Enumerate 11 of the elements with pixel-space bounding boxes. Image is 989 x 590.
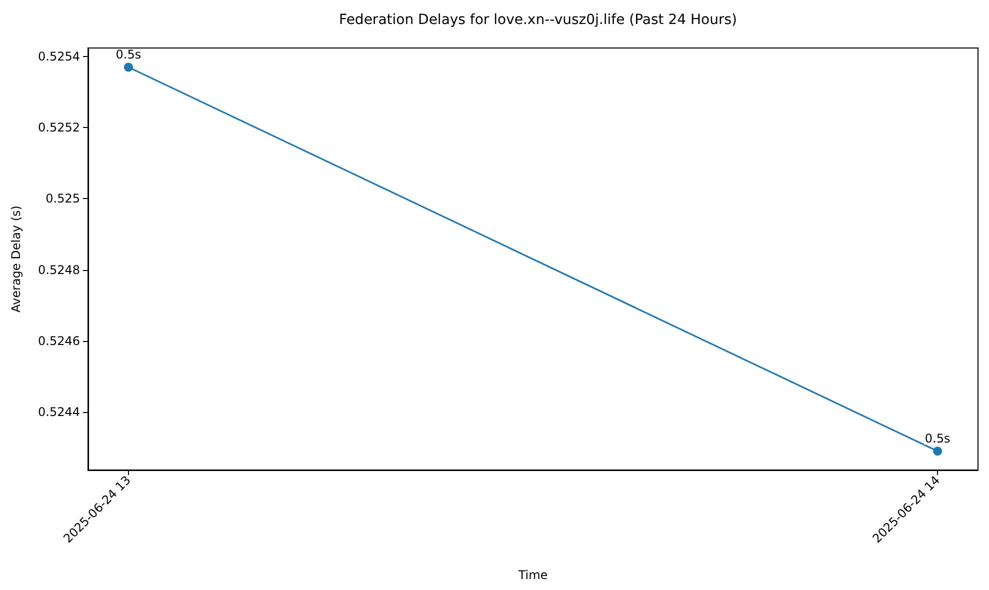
y-tick-label: 0.5248 xyxy=(38,262,80,277)
y-tick-label: 0.5252 xyxy=(38,120,80,135)
data-label: 0.5s xyxy=(924,432,950,446)
y-tick-label: 0.525 xyxy=(46,192,80,206)
y-tick-label: 0.5254 xyxy=(38,50,80,64)
x-axis-title: Time xyxy=(517,568,548,582)
y-tick-label: 0.5246 xyxy=(38,334,80,348)
y-tick-label: 0.5244 xyxy=(38,405,80,420)
chart-title: Federation Delays for love.xn--vusz0j.life (Past 24 Hours) xyxy=(339,12,737,28)
y-axis-title: Average Delay (s) xyxy=(9,206,23,312)
data-label: 0.5s xyxy=(116,48,142,62)
